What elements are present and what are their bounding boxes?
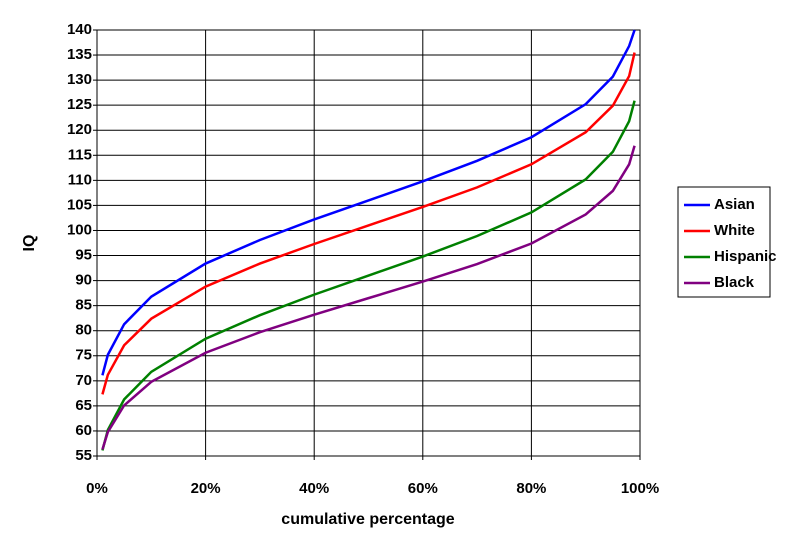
legend-label: White	[714, 222, 755, 239]
y-tick-label: 125	[67, 96, 92, 113]
x-tick-label: 20%	[191, 480, 221, 497]
y-tick-label: 130	[67, 71, 92, 88]
y-tick-label: 65	[75, 397, 92, 414]
legend-label: Asian	[714, 196, 755, 213]
y-axis-label: IQ	[21, 235, 38, 252]
y-tick-label: 55	[75, 447, 92, 464]
x-tick-label: 60%	[408, 480, 438, 497]
legend-label: Black	[714, 274, 755, 291]
y-tick-label: 90	[75, 272, 92, 289]
plot-area	[96, 29, 641, 457]
series-line	[101, 52, 636, 395]
y-tick-label: 70	[75, 372, 92, 389]
x-tick-label: 100%	[621, 480, 659, 497]
x-tick-label: 80%	[516, 480, 546, 497]
y-tick-label: 120	[67, 121, 92, 138]
series-line	[101, 29, 636, 376]
y-tick-label: 100	[67, 221, 92, 238]
y-tick-label: 85	[75, 297, 92, 314]
y-tick-label: 135	[67, 46, 92, 63]
y-tick-label: 110	[68, 171, 92, 188]
y-tick-label: 80	[75, 322, 92, 339]
y-tick-label: 75	[75, 347, 92, 364]
series-line	[101, 145, 636, 450]
x-tick-label: 40%	[299, 480, 329, 497]
series-line	[101, 100, 636, 451]
x-tick-label: 0%	[86, 480, 108, 497]
x-axis-label: cumulative percentage	[281, 511, 455, 528]
y-tick-label: 140	[67, 21, 92, 38]
legend-label: Hispanic	[714, 248, 777, 265]
y-tick-label: 95	[75, 246, 92, 263]
y-tick-label: 60	[75, 422, 92, 439]
y-tick-label: 105	[67, 196, 92, 213]
y-tick-label: 115	[68, 146, 92, 163]
